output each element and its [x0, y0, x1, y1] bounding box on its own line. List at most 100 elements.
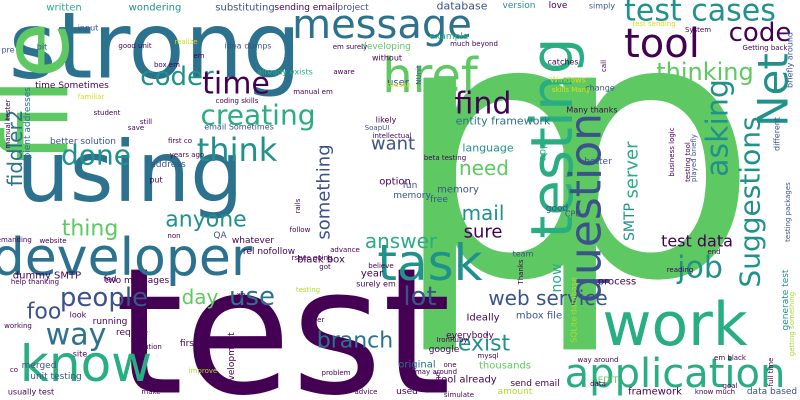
word: call: [600, 60, 608, 72]
word: original: [398, 360, 435, 371]
word: database: [437, 0, 488, 13]
word: without: [372, 54, 402, 63]
word: save: [128, 124, 144, 132]
word: way: [46, 318, 107, 353]
word: developer: [0, 228, 253, 288]
word: em surely: [333, 43, 368, 51]
word: business logic: [668, 127, 676, 176]
word: solution: [134, 343, 162, 351]
word: realize: [174, 38, 197, 46]
word: test data: [661, 232, 733, 251]
word: running: [93, 317, 128, 327]
word: know: [20, 335, 152, 393]
word: Ideally: [466, 313, 499, 324]
word: mysql: [478, 352, 499, 360]
word: first job: [180, 339, 214, 349]
word: played briefly: [690, 134, 698, 182]
word: order: [306, 316, 325, 324]
word: usually test: [8, 388, 54, 397]
word: fun: [403, 181, 418, 191]
word: p: [531, 0, 760, 360]
word: used: [396, 387, 418, 397]
word: change: [585, 84, 615, 93]
word: test cases: [624, 0, 776, 29]
word: href: [382, 48, 479, 104]
word: found: [434, 372, 442, 392]
word: tool: [624, 21, 700, 67]
word: familiar: [78, 93, 105, 101]
word: require: [116, 328, 148, 338]
word: memory: [437, 185, 479, 196]
word: year: [361, 269, 384, 280]
word: aware: [333, 68, 354, 76]
word: foo: [27, 300, 62, 325]
word: tool already: [437, 375, 497, 386]
word: answer: [365, 229, 438, 253]
word: recipient addresses: [23, 87, 33, 175]
word: google: [429, 345, 460, 355]
word: unit testing: [30, 372, 82, 382]
word: improve: [189, 367, 218, 375]
word: intellectual: [373, 132, 412, 140]
word: EDIT: [598, 376, 619, 386]
word: message: [292, 2, 472, 48]
word: user: [387, 78, 410, 89]
word: amount: [498, 387, 533, 397]
word: manual tester: [4, 99, 12, 148]
word: server: [622, 141, 643, 199]
word: demanding: [0, 236, 32, 244]
word: using: [17, 123, 244, 221]
word: goal: [723, 382, 738, 390]
word: reason: [387, 81, 411, 89]
word: co: [10, 366, 18, 374]
word: done: [61, 139, 131, 172]
word: QA: [213, 231, 227, 241]
word: still: [140, 118, 152, 126]
word: day: [182, 285, 219, 309]
word: wondering: [129, 3, 182, 14]
word: one: [443, 361, 456, 369]
word: first co: [168, 137, 192, 145]
word: fed: [104, 275, 117, 284]
word: already exists: [257, 68, 313, 77]
word: think: [197, 131, 278, 169]
word: different: [773, 117, 782, 151]
word: coding skills: [216, 97, 259, 105]
word: lot: [403, 282, 436, 312]
word: Thanks: [517, 259, 525, 285]
word: version: [503, 1, 536, 11]
word: sending email: [274, 3, 337, 13]
word: look: [70, 311, 87, 320]
word: thinking: [656, 58, 754, 86]
word: System: [685, 26, 711, 34]
word: thousands: [479, 361, 531, 372]
word: testing: [296, 286, 320, 294]
word: rails: [294, 198, 302, 213]
word: getting something: [788, 292, 796, 356]
word: manual em: [293, 88, 333, 96]
word: make: [141, 388, 160, 396]
word: years ago: [170, 151, 205, 159]
word: written: [46, 3, 81, 14]
word: merged: [22, 361, 57, 371]
word: input: [78, 24, 99, 33]
word: pre: [1, 46, 14, 55]
word: beta testing: [424, 154, 466, 162]
word: Windows: [550, 76, 586, 85]
word: got: [319, 263, 331, 271]
word: bit: [37, 43, 47, 52]
word: box em: [154, 61, 180, 69]
word: fiddler2: [3, 110, 27, 187]
word: strong: [9, 0, 302, 100]
word: Suggestions: [734, 116, 767, 287]
word: developing: [361, 42, 411, 52]
word: em black: [714, 354, 747, 362]
word: put: [149, 176, 162, 185]
word: want: [371, 134, 415, 155]
word: exist: [458, 332, 511, 357]
word: reading: [667, 266, 694, 274]
word: p: [391, 0, 620, 360]
word: believe: [368, 262, 393, 270]
word: Net: [749, 53, 798, 127]
